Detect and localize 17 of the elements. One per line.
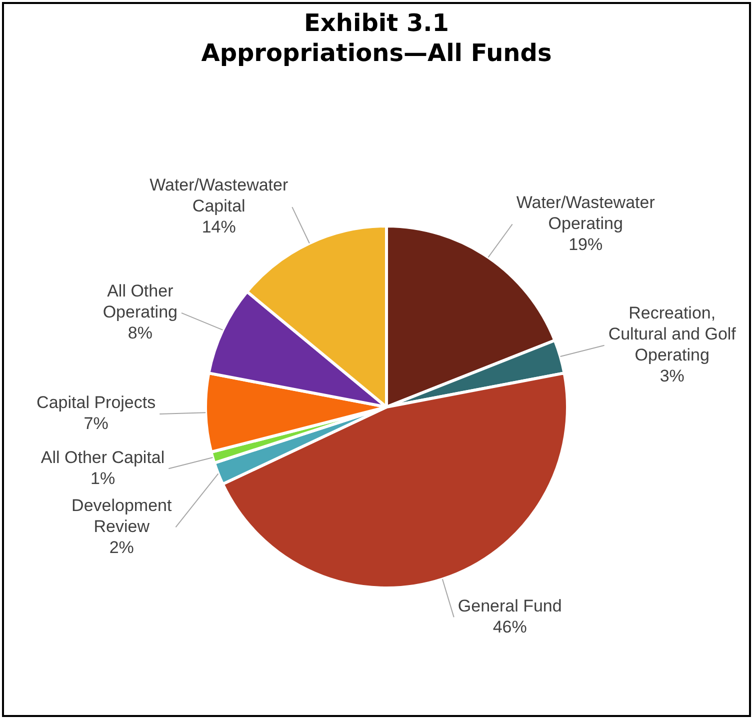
data-label: 7% [84, 414, 108, 434]
slice-label: Recreation, Cultural and Golf Operating [608, 304, 736, 365]
slice-label: Capital Projects [36, 393, 156, 412]
slice-label: Development Review [72, 496, 172, 536]
data-label: 46% [492, 617, 527, 636]
slice-label: Water/Wastewater Capital [150, 176, 288, 216]
data-label: 14% [202, 218, 236, 237]
data-label: 19% [568, 234, 603, 254]
data-label: 8% [128, 324, 152, 343]
data-label: 3% [660, 366, 684, 386]
chart-title: Exhibit 3.1 Appropriations—All Funds [200, 8, 553, 68]
data-label: 1% [90, 468, 116, 488]
slice-label: General Fund [458, 596, 562, 616]
data-label: 2% [109, 538, 134, 557]
slice-label: All Other Capital [40, 448, 165, 467]
slice-label: Water/Wastewater Operating [516, 192, 656, 233]
slice-label: All Other Operating [102, 282, 178, 322]
